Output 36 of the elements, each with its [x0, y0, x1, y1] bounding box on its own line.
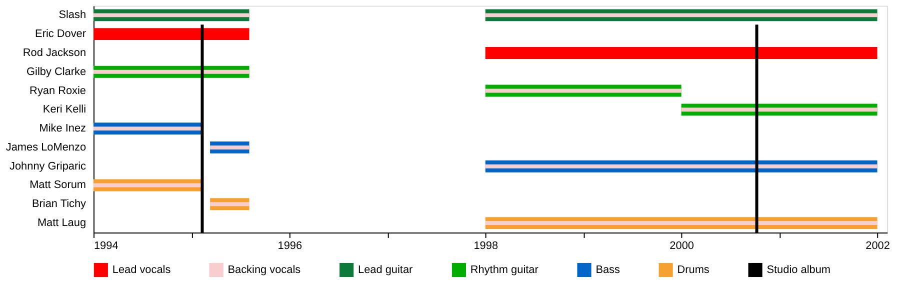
- legend-label: Lead vocals: [112, 264, 172, 276]
- y-tick-label: Mike Inez: [39, 122, 86, 135]
- bar: [93, 13, 250, 18]
- x-tick-label: 2002: [866, 240, 890, 252]
- x-tick-label: 1996: [278, 240, 302, 252]
- bar: [93, 70, 250, 74]
- bar: [93, 126, 202, 131]
- bar: [210, 145, 250, 150]
- bar: [681, 108, 878, 112]
- bar: [485, 13, 878, 18]
- y-tick-label: Matt Sorum: [30, 179, 86, 192]
- legend-label: Lead guitar: [358, 264, 414, 276]
- bar: [485, 47, 878, 59]
- bar: [485, 164, 878, 168]
- bar: [210, 202, 250, 206]
- y-tick-label: Ryan Roxie: [30, 84, 86, 97]
- y-tick-label: Keri Kelli: [42, 104, 86, 116]
- y-tick-label: James LoMenzo: [6, 141, 86, 154]
- legend-label: Studio album: [766, 264, 831, 276]
- bar: [485, 88, 682, 93]
- y-tick-label: Gilby Clarke: [26, 66, 86, 78]
- x-tick-label: 2000: [670, 240, 694, 252]
- legend-label: Backing vocals: [228, 264, 302, 276]
- legend-label: Drums: [677, 264, 710, 276]
- bar: [485, 221, 878, 226]
- y-tick-label: Eric Dover: [35, 28, 86, 40]
- legend-label: Bass: [596, 264, 621, 276]
- y-tick-label: Brian Tichy: [32, 198, 87, 210]
- x-tick-label: 1994: [94, 240, 118, 252]
- y-tick-label: Rod Jackson: [22, 46, 86, 59]
- bar: [93, 28, 250, 40]
- y-tick-label: Matt Laug: [37, 217, 86, 230]
- legend-label: Rhythm guitar: [470, 264, 539, 276]
- y-tick-label: Slash: [58, 9, 86, 22]
- y-tick-label: Johnny Griparic: [10, 160, 87, 172]
- x-tick-label: 1998: [474, 240, 498, 252]
